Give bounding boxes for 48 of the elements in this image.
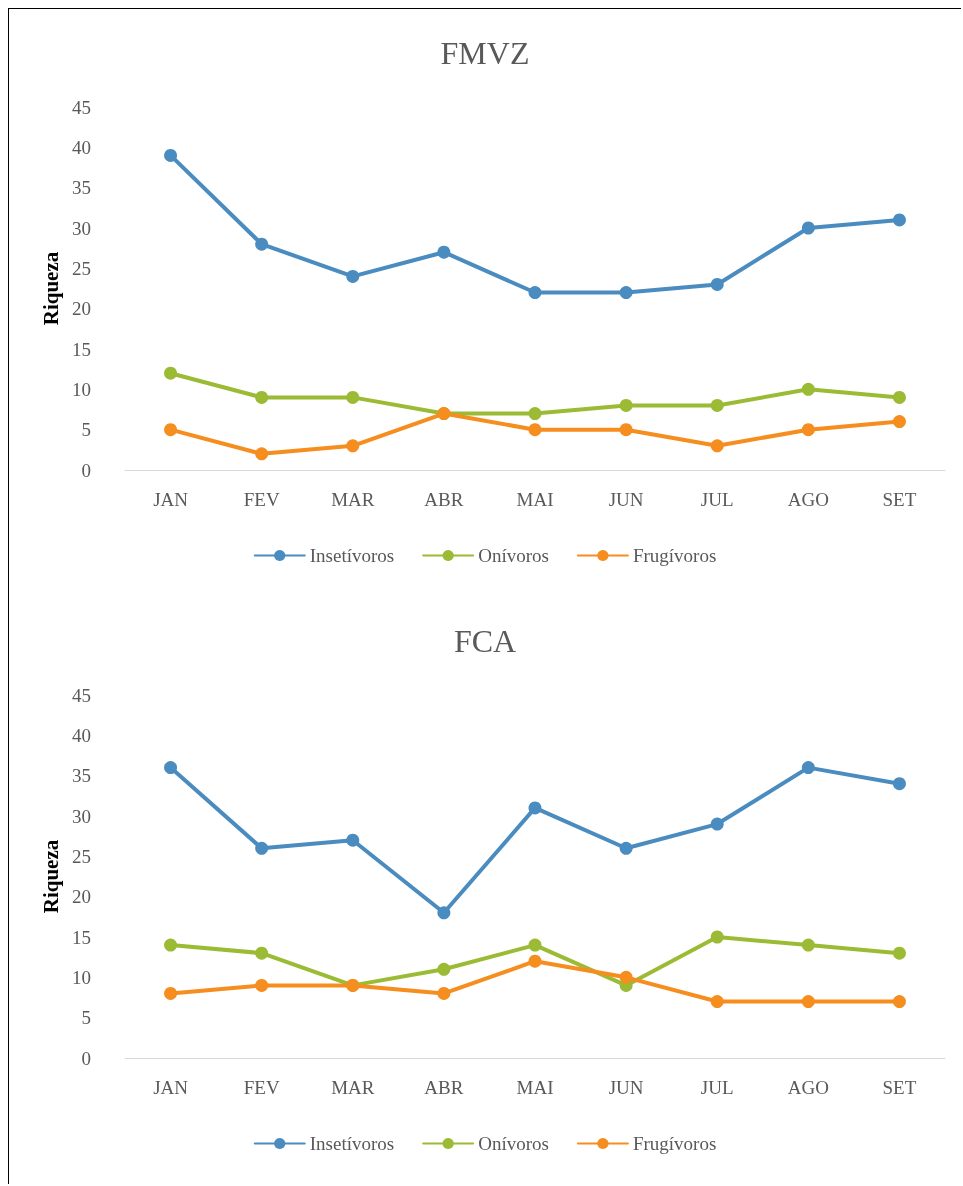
y-tick-label: 25: [72, 845, 91, 867]
x-tick-label: FEV: [243, 1077, 280, 1098]
x-tick-label: AGO: [787, 1077, 829, 1098]
chart-title: FMVZ: [440, 35, 530, 71]
x-tick-label: MAR: [331, 489, 375, 510]
x-tick-label: JAN: [153, 1077, 189, 1098]
x-tick-label: FEV: [243, 489, 280, 510]
x-tick-label: JUN: [608, 1077, 644, 1098]
y-axis-title: Riqueza: [38, 251, 63, 326]
x-tick-label: SET: [882, 489, 917, 510]
y-tick-label: 35: [72, 765, 91, 787]
x-tick-label: ABR: [424, 1077, 464, 1098]
legend-label: Onívoros: [478, 545, 549, 566]
legend-label: Frugívoros: [632, 1133, 717, 1154]
y-tick-label: 20: [72, 298, 91, 320]
y-tick-label: 10: [72, 378, 91, 400]
legend-label: Insetívoros: [309, 545, 395, 566]
y-tick-label: 15: [72, 338, 91, 360]
chart-title: FCA: [453, 623, 517, 659]
y-tick-label: 10: [72, 966, 91, 988]
legend-label: Onívoros: [478, 1133, 549, 1154]
y-tick-label: 40: [72, 724, 91, 746]
x-tick-label: JUL: [700, 489, 734, 510]
x-tick-label: MAI: [516, 1077, 554, 1098]
y-tick-label: 30: [72, 805, 91, 827]
y-tick-label: 5: [81, 1007, 91, 1029]
y-tick-label: 20: [72, 886, 91, 908]
y-tick-label: 35: [72, 177, 91, 199]
y-tick-label: 25: [72, 257, 91, 279]
y-tick-label: 45: [72, 684, 91, 706]
x-tick-label: JUN: [608, 489, 644, 510]
x-tick-label: MAI: [516, 489, 554, 510]
x-tick-label: JAN: [153, 489, 189, 510]
x-tick-label: SET: [882, 1077, 917, 1098]
legend-label: Insetívoros: [309, 1133, 395, 1154]
y-tick-label: 45: [72, 96, 91, 118]
y-tick-label: 0: [81, 459, 91, 481]
y-tick-label: 0: [81, 1047, 91, 1069]
y-tick-label: 40: [72, 136, 91, 158]
y-tick-label: 15: [72, 926, 91, 948]
x-tick-label: AGO: [787, 489, 829, 510]
x-tick-label: ABR: [424, 489, 464, 510]
legend-label: Frugívoros: [632, 545, 717, 566]
y-tick-label: 30: [72, 217, 91, 239]
y-axis-title: Riqueza: [38, 839, 63, 914]
y-tick-label: 5: [81, 419, 91, 441]
x-tick-label: JUL: [700, 1077, 734, 1098]
x-tick-label: MAR: [331, 1077, 375, 1098]
